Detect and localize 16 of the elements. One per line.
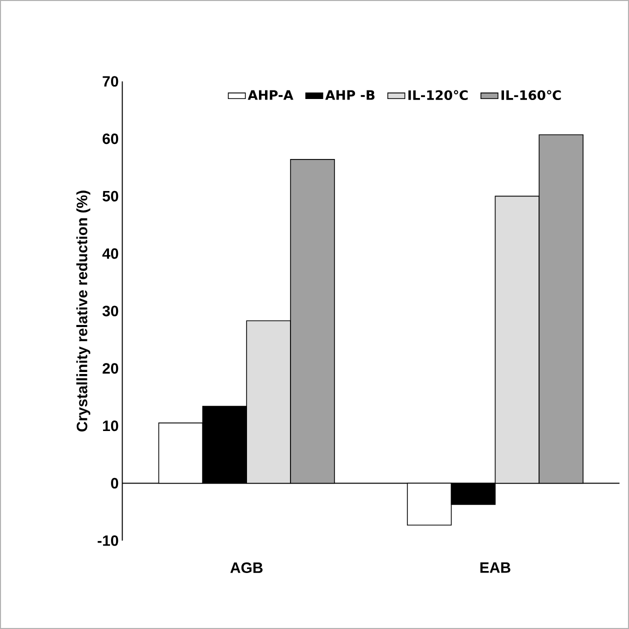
- legend-label: AHP -B: [325, 90, 375, 100]
- y-tick-label: 30: [102, 306, 118, 316]
- y-tick-label: 20: [102, 363, 118, 374]
- x-tick-label: AGB: [230, 562, 263, 574]
- y-tick-label: 40: [102, 248, 118, 259]
- y-tick-label: 10: [103, 420, 118, 432]
- y-tick-label: 0: [111, 478, 118, 489]
- y-tick-label: 60: [102, 133, 118, 144]
- legend-label: AHP-A: [248, 90, 294, 100]
- y-tick-label: 50: [102, 190, 118, 202]
- y-tick-label: -10: [98, 535, 118, 546]
- legend-label: IL-160℃: [502, 90, 561, 100]
- y-axis-title: Crystallinity relative reduction (%): [76, 190, 90, 432]
- legend-label: IL-120℃: [408, 90, 468, 100]
- y-tick-label: 70: [102, 76, 118, 87]
- x-tick-label: EAB: [480, 562, 510, 573]
